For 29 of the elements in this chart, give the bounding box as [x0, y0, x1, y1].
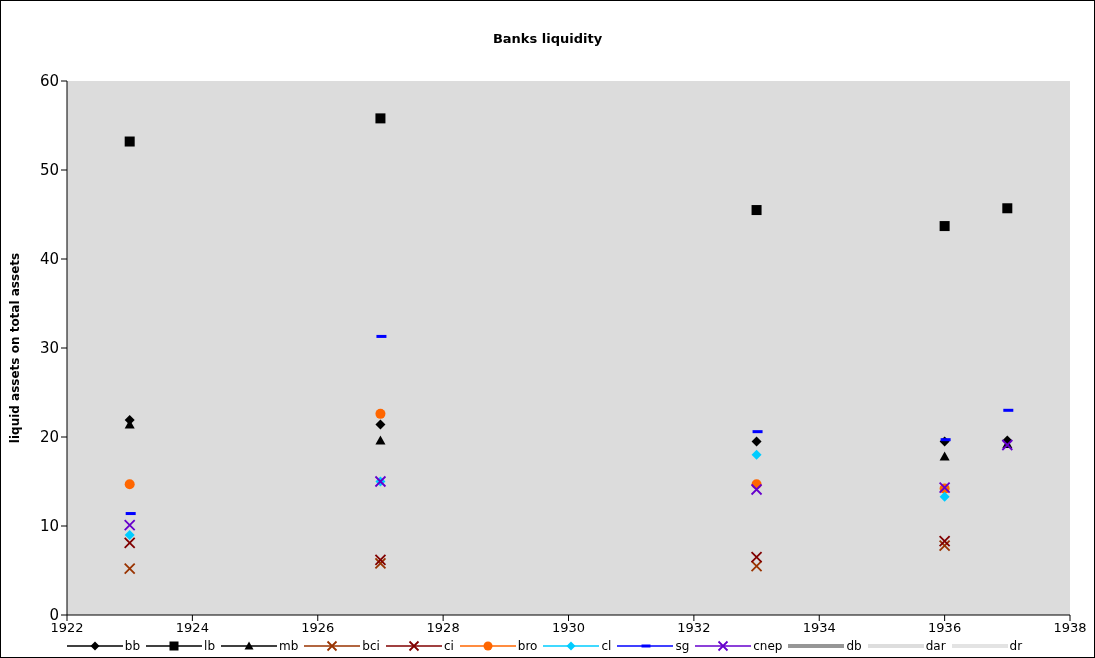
y-tick-label: 10: [39, 517, 59, 536]
legend-label: cnep: [753, 639, 783, 653]
x-tick-label: 1926: [301, 620, 335, 636]
legend-label: bro: [517, 639, 538, 653]
x-tick-label: 1932: [677, 620, 711, 636]
legend-label: mb: [279, 639, 299, 653]
x-tick-label: 1924: [175, 620, 209, 636]
legend-label: ci: [443, 639, 454, 653]
legend-label: sg: [675, 639, 690, 653]
legend-label: db: [846, 639, 862, 653]
x-tick-label: 1922: [50, 620, 84, 636]
x-tick-label: 1936: [928, 620, 962, 636]
legend-label: cl: [601, 639, 612, 653]
x-tick-label: 1928: [426, 620, 460, 636]
y-axis-title: liquid assets on total assets: [8, 252, 23, 444]
y-tick-label: 50: [39, 161, 59, 180]
legend-label: bb: [124, 639, 141, 653]
x-tick-label: 1930: [551, 620, 586, 636]
legend-label: dr: [1009, 639, 1023, 653]
legend-label: dar: [925, 639, 946, 653]
legend-label: lb: [204, 639, 215, 653]
x-tick-label: 1938: [1053, 620, 1087, 636]
y-tick-label: 60: [39, 72, 59, 91]
y-tick-label: 20: [39, 428, 59, 447]
legend-label: bci: [362, 639, 380, 653]
y-tick-label: 40: [39, 250, 59, 269]
chart-title: Banks liquidity: [491, 31, 604, 46]
x-tick-label: 1934: [802, 620, 836, 636]
y-tick-label: 30: [39, 339, 59, 358]
